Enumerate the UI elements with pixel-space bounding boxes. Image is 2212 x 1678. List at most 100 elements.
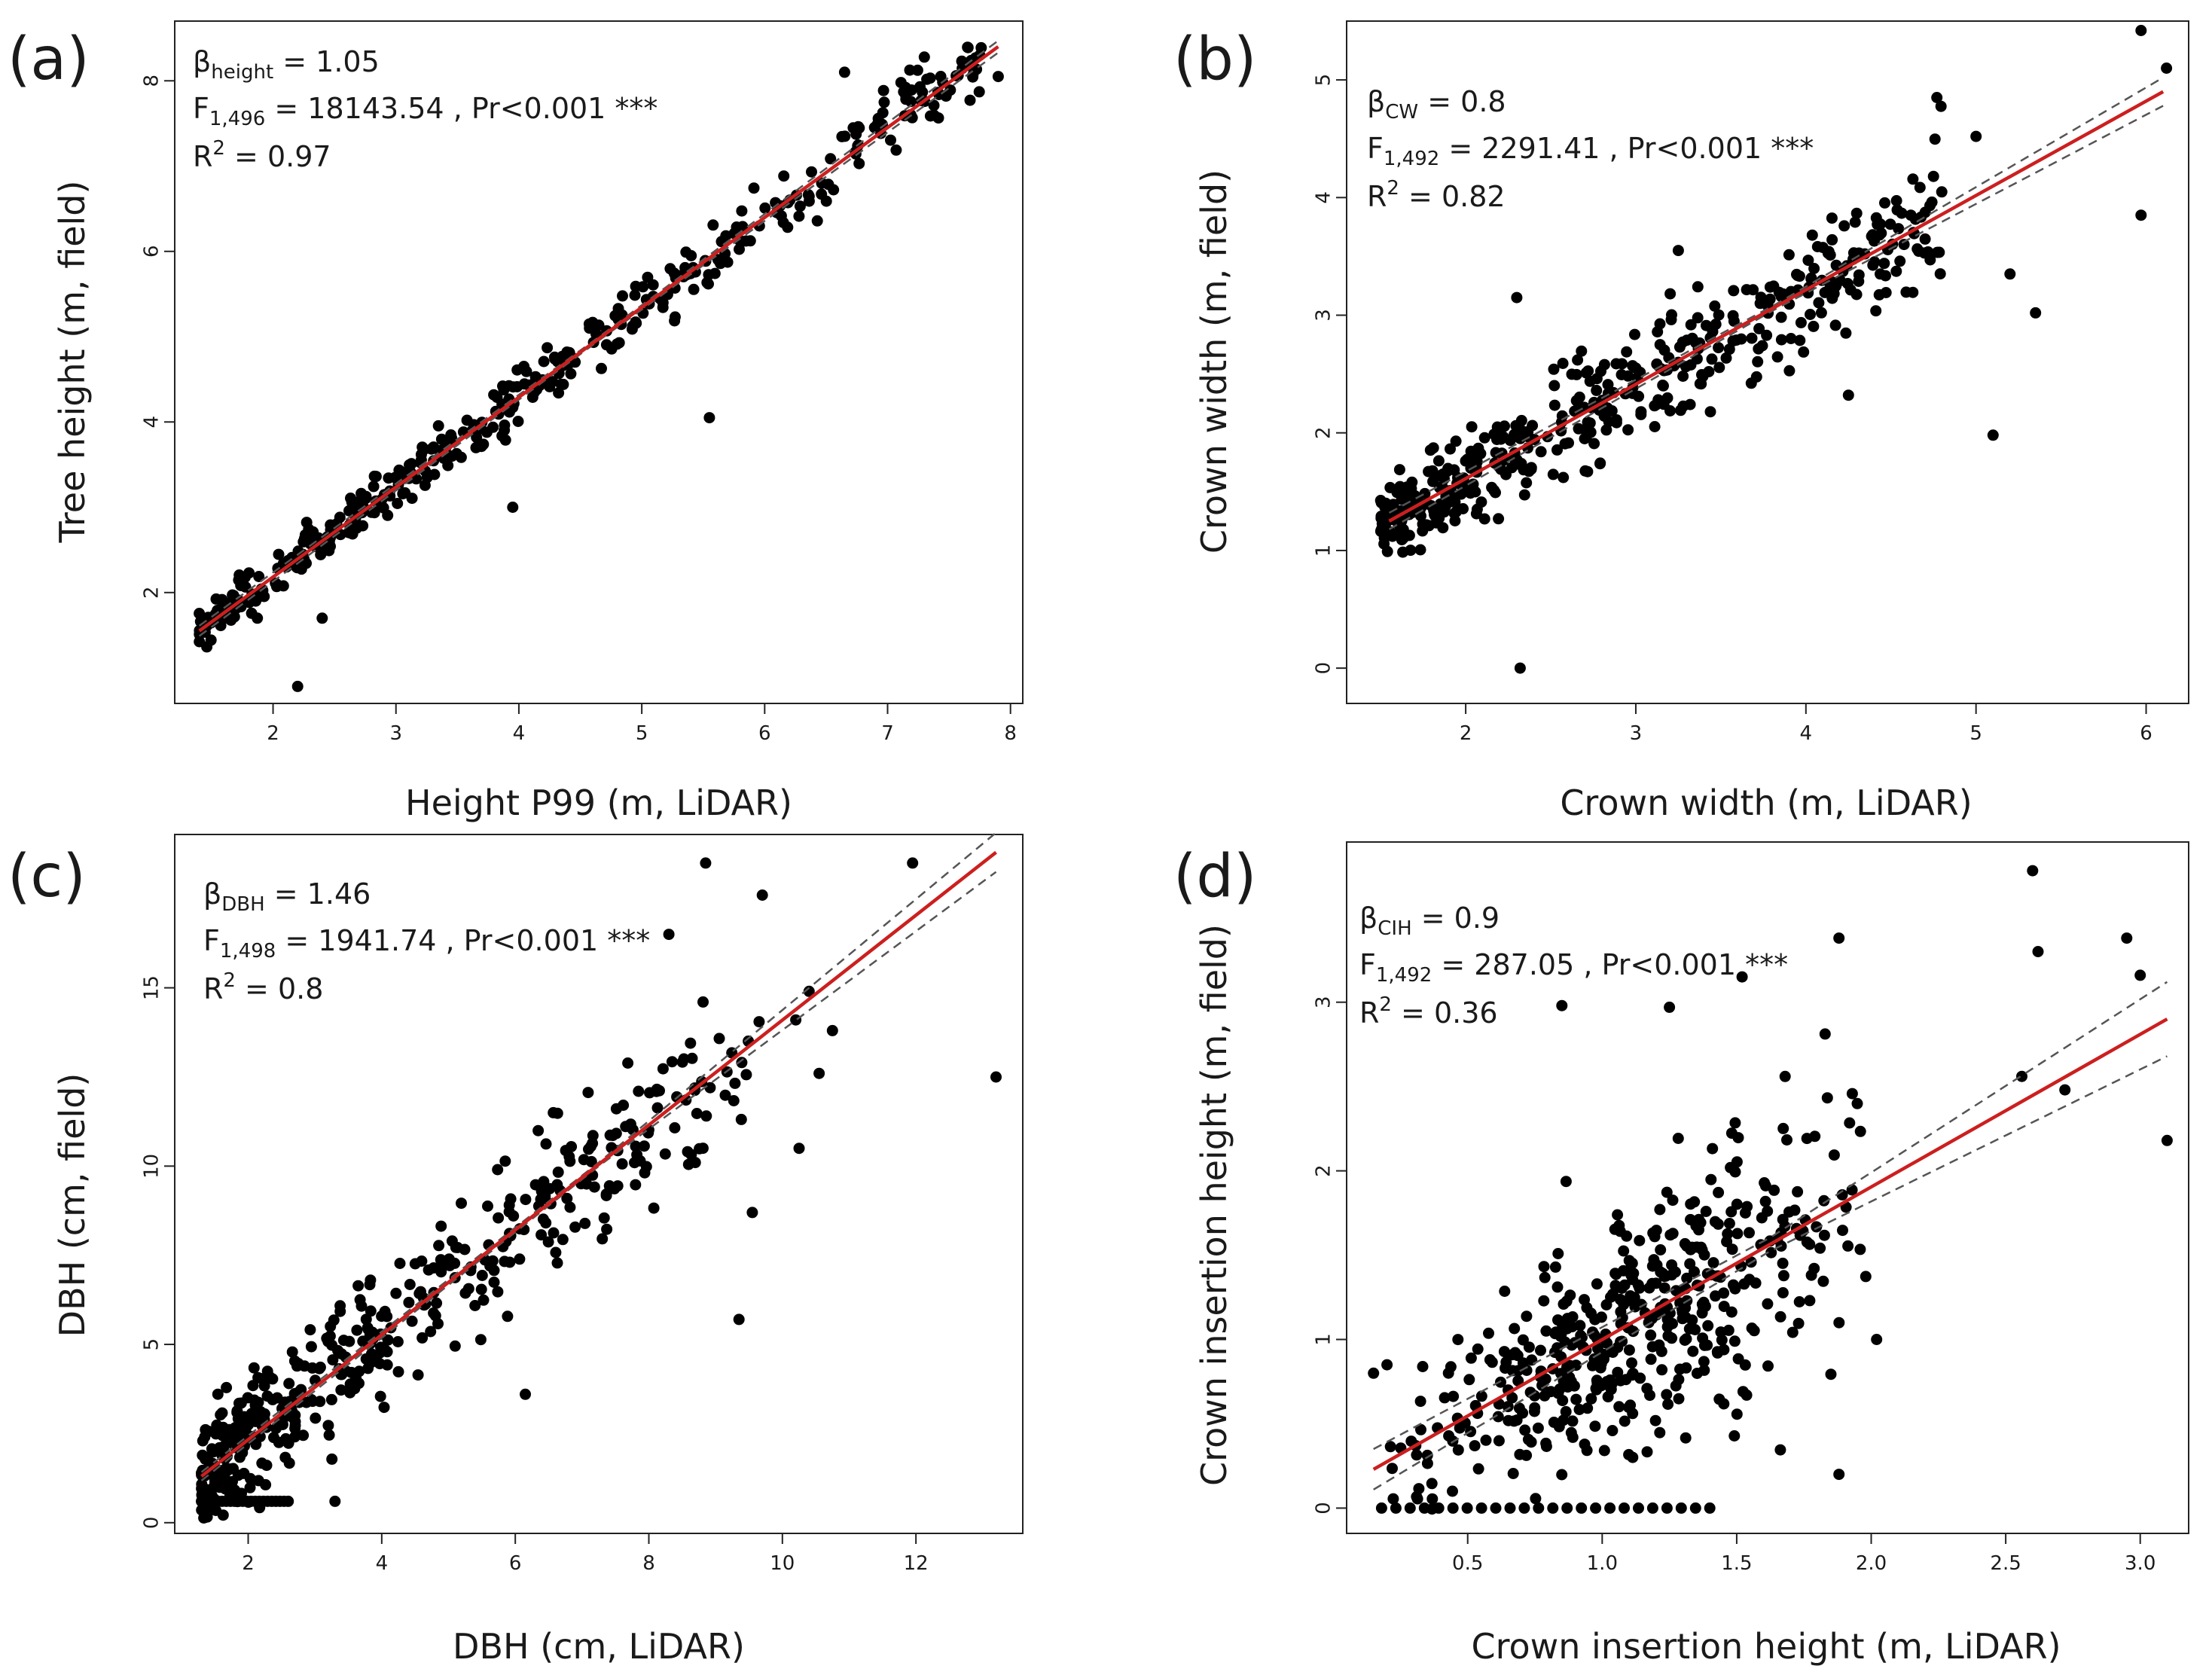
data-point [853, 157, 865, 169]
data-point [629, 1157, 640, 1169]
data-point [1833, 932, 1845, 944]
data-point [335, 1348, 347, 1360]
x-tick-label: 0.5 [1452, 1552, 1483, 1575]
data-point [1752, 355, 1764, 368]
data-point [520, 1194, 532, 1206]
data-point [1826, 212, 1838, 224]
data-point [1849, 216, 1861, 228]
data-point [376, 1310, 388, 1323]
data-point [1665, 313, 1677, 325]
data-point [248, 1362, 260, 1374]
data-point [1710, 1290, 1721, 1302]
data-point [1687, 1345, 1699, 1357]
f-statistic-annotation: F1,498 = 1941.74 , Pr<0.001 *** [203, 924, 650, 963]
y-tick-label: 2 [1313, 426, 1335, 439]
data-point [638, 1140, 650, 1152]
data-point [1871, 1334, 1883, 1345]
data-point [377, 502, 389, 514]
data-point [426, 443, 438, 455]
data-point [482, 1201, 493, 1212]
data-point [1698, 1339, 1710, 1351]
data-point [579, 1217, 591, 1229]
data-point [1684, 1243, 1696, 1255]
data-point [680, 246, 692, 258]
data-point [328, 1314, 340, 1326]
data-point [1585, 1393, 1597, 1405]
data-point [1582, 365, 1594, 377]
data-point [394, 1258, 406, 1269]
data-point [973, 86, 985, 98]
data-point [285, 1408, 296, 1420]
data-point [1705, 1173, 1717, 1185]
data-point [654, 1085, 665, 1097]
data-point [1929, 133, 1941, 145]
data-point [1808, 263, 1820, 274]
data-point [1759, 1195, 1771, 1207]
y-tick-label: 1 [1313, 545, 1335, 557]
data-point [1792, 270, 1804, 282]
data-point [362, 1322, 374, 1334]
data-point [1461, 453, 1473, 465]
data-point [825, 153, 837, 165]
data-point [1579, 1439, 1591, 1451]
data-point [498, 384, 510, 396]
data-point [1424, 444, 1436, 456]
panel-label: (b) [1173, 26, 1256, 93]
data-point [1689, 1196, 1701, 1208]
plot-frame [1346, 841, 2189, 1534]
data-point [629, 289, 641, 301]
y-tick-label: 3 [1313, 996, 1335, 1008]
data-point [2004, 268, 2016, 280]
data-point [548, 1227, 560, 1239]
data-point [890, 144, 902, 156]
data-point [1558, 1298, 1570, 1310]
data-point [1437, 499, 1449, 511]
y-axis-title: DBH (cm, field) [52, 1073, 93, 1338]
data-point [1471, 456, 1483, 468]
data-point [1894, 255, 1906, 267]
data-point [1842, 1240, 1854, 1252]
data-point [803, 191, 815, 203]
x-axis-title: DBH (cm, LiDAR) [453, 1626, 745, 1667]
data-point [822, 178, 834, 191]
data-point [1914, 182, 1926, 194]
data-point [1658, 1282, 1670, 1294]
data-point [1490, 1502, 1502, 1514]
data-point [1469, 1440, 1481, 1452]
data-point [648, 1202, 660, 1214]
data-point [322, 1420, 334, 1432]
data-point [596, 362, 607, 374]
x-axis-title: Crown width (m, LiDAR) [1560, 783, 1972, 823]
data-point [1384, 1441, 1396, 1453]
data-point [1576, 1502, 1588, 1514]
x-tick-label: 4 [1800, 722, 1813, 745]
data-point [1529, 1402, 1541, 1414]
data-point [551, 1257, 563, 1269]
regression-line [1388, 90, 2165, 523]
data-point [715, 258, 726, 270]
data-point [1551, 1281, 1564, 1293]
data-point [666, 1056, 678, 1068]
data-point [1728, 1335, 1741, 1347]
data-point [249, 1394, 261, 1406]
data-point [1381, 1359, 1393, 1371]
data-point [1783, 249, 1795, 261]
data-point [507, 502, 519, 513]
data-point [381, 1359, 393, 1371]
data-point [307, 1396, 319, 1408]
beta-annotation: βheight = 1.05 [193, 45, 380, 84]
data-point [197, 1435, 209, 1447]
x-tick-label: 8 [642, 1552, 655, 1575]
data-point [288, 1431, 301, 1443]
data-point [735, 1113, 747, 1125]
data-point [1626, 1357, 1637, 1369]
data-point [1536, 1379, 1548, 1391]
data-point [1931, 92, 1943, 103]
data-point [343, 526, 355, 538]
data-point [1713, 1186, 1725, 1198]
data-point [564, 1201, 576, 1213]
data-point [2032, 946, 2044, 957]
data-point [261, 1460, 273, 1472]
data-point [1612, 1209, 1624, 1221]
data-point [201, 1511, 213, 1523]
